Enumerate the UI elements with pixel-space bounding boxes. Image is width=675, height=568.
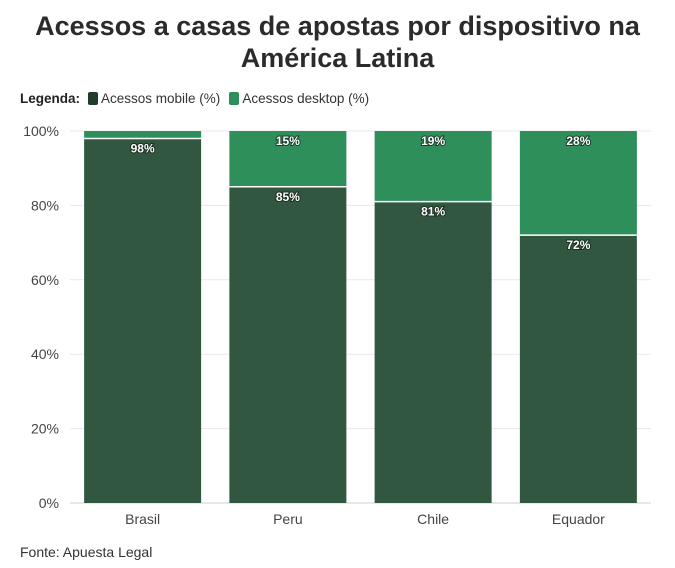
legend: Legenda: Acessos mobile (%) Acessos desk… [20,91,378,106]
y-tick-label: 20% [31,421,59,437]
y-tick-label: 40% [31,346,59,362]
data-label-desktop: 19% [421,134,445,148]
legend-label-desktop: Acessos desktop (%) [242,91,370,106]
data-label-mobile: 81% [421,205,445,219]
bar-mobile [519,235,637,503]
bar-desktop [229,131,347,187]
legend-swatch-mobile [88,92,99,105]
y-tick-label: 80% [31,197,59,213]
bar-mobile [84,138,202,503]
legend-swatch-desktop [229,92,240,105]
bar-desktop [519,131,637,236]
data-label-mobile: 85% [276,190,300,204]
legend-label-mobile: Acessos mobile (%) [101,91,221,106]
bar-mobile [229,186,347,504]
data-label-desktop: 15% [276,134,300,148]
x-tick-label: Peru [273,511,303,527]
chart-title-text: Acessos a casas de apostas por dispositi… [35,11,640,73]
y-tick-label: 0% [39,495,59,511]
x-tick-label: Chile [417,511,449,527]
x-tick-label: Equador [552,511,605,527]
data-label-mobile: 72% [566,238,590,252]
y-tick-label: 60% [31,272,59,288]
data-label-mobile: 98% [131,141,155,155]
bar-desktop [374,131,492,202]
legend-title: Legenda: [20,91,81,106]
bar-desktop [84,131,202,139]
y-tick-label: 100% [23,123,59,139]
chart-title: Acessos a casas de apostas por dispositi… [0,10,675,74]
bar-mobile [374,201,492,503]
x-tick-label: Brasil [125,511,160,527]
legend-item-desktop: Acessos desktop (%) [229,91,369,106]
data-label-desktop: 28% [566,134,590,148]
source-note: Fonte: Apuesta Legal [20,544,153,560]
legend-item-mobile: Acessos mobile (%) [88,91,220,106]
